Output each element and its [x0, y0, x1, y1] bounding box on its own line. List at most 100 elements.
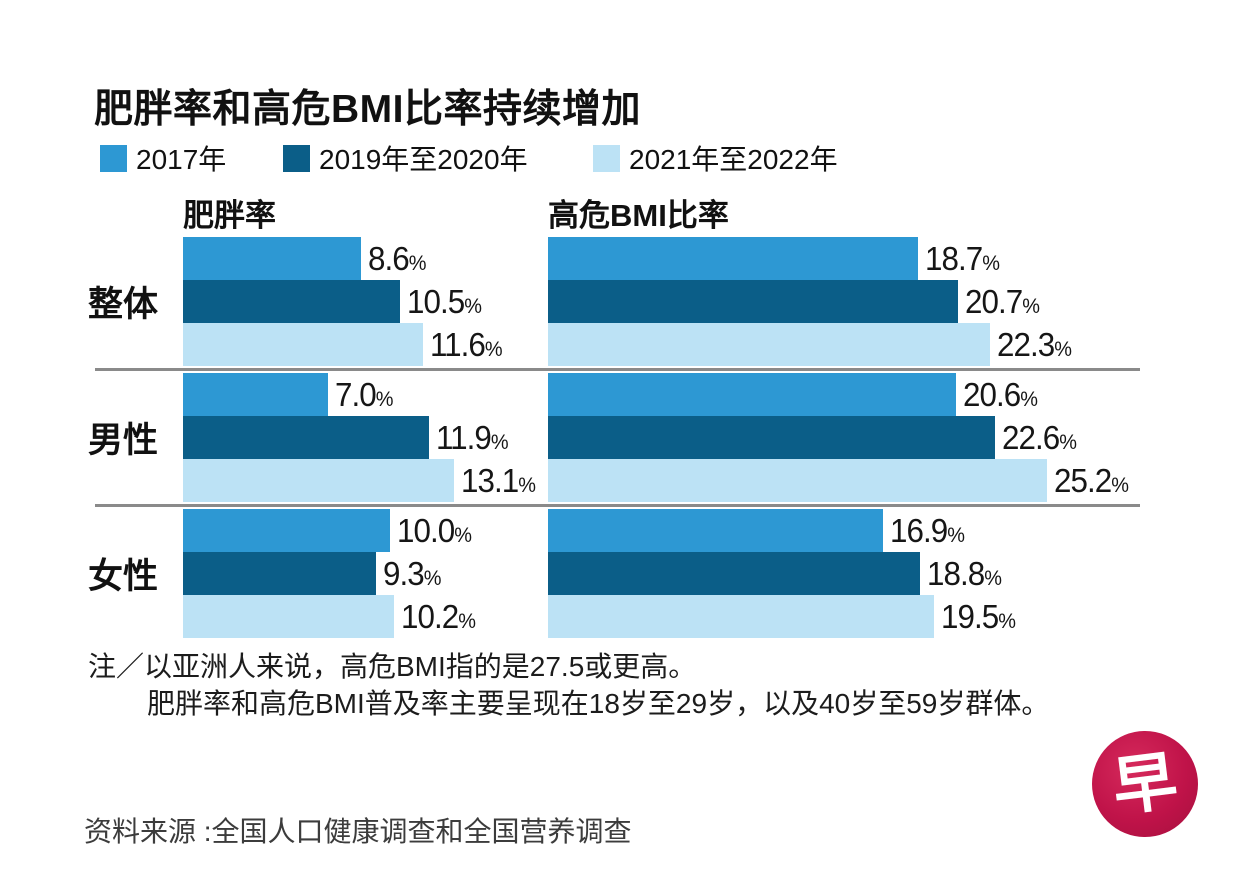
percent-sign: % [998, 609, 1016, 633]
percent-sign: % [1022, 294, 1040, 318]
row-separator [95, 368, 1140, 371]
bar-line: 10.0% [183, 509, 548, 552]
legend-swatch-2019-2020 [283, 144, 310, 172]
bar-2019年至2020年 [183, 416, 429, 459]
percent-sign: % [1111, 473, 1129, 497]
panel-left-row-3: 10.0% 9.3% 10.2% [183, 509, 548, 638]
bar-2021年至2022年 [183, 323, 423, 366]
bar-line: 22.6% [548, 416, 1163, 459]
bar-line: 22.3% [548, 323, 1163, 366]
bar-line: 13.1% [183, 459, 548, 502]
bar-line: 18.7% [548, 237, 1163, 280]
bar-line: 16.9% [548, 509, 1163, 552]
page-title: 肥胖率和高危BMI比率持续增加 [94, 88, 641, 131]
bar-value-number: 20.6 [963, 375, 1021, 413]
bar-line: 10.2% [183, 595, 548, 638]
bar-2021年至2022年 [183, 459, 454, 502]
bar-2019年至2020年 [548, 416, 995, 459]
legend-item-2017: 2017年 [100, 144, 226, 175]
bar-value-label: 10.5% [407, 283, 482, 321]
bar-value-label: 19.5% [941, 598, 1016, 636]
panel-left-row-2: 7.0% 11.9% 13.1% [183, 373, 548, 502]
legend-swatch-2017 [100, 144, 127, 172]
bar-2017年 [548, 509, 883, 552]
legend: 2017年 2019年至2020年 2021年至2022年 [0, 144, 1251, 175]
footnote-line-2: 肥胖率和高危BMI普及率主要呈现在18岁至29岁，以及40岁至59岁群体。 [147, 688, 1050, 719]
percent-sign: % [1059, 430, 1077, 454]
panel-title-obesity-rate: 肥胖率 [183, 198, 276, 233]
bar-value-number: 16.9 [890, 511, 948, 549]
bar-value-number: 19.5 [941, 597, 999, 635]
bar-value-label: 18.8% [927, 555, 1002, 593]
legend-label-2019-2020: 2019年至2020年 [319, 144, 528, 175]
chart-rows: 整体 8.6% 10.5% 11.6% 18.7% 20.7% 22.3% 男性 7.0% 11.… [88, 237, 1163, 638]
zaobao-logo-character: 早 [1108, 744, 1182, 824]
chart-row-2: 男性 7.0% 11.9% 13.1% 20.6% 22.6% 25.2% [88, 373, 1163, 502]
bar-value-number: 7.0 [335, 375, 377, 413]
bar-value-label: 18.7% [925, 240, 1000, 278]
bar-line: 9.3% [183, 552, 548, 595]
row-separator [95, 504, 1140, 507]
bar-2017年 [548, 237, 918, 280]
chart-row-1: 整体 8.6% 10.5% 11.6% 18.7% 20.7% 22.3% [88, 237, 1163, 366]
bar-value-label: 7.0% [335, 376, 393, 414]
bar-value-label: 10.0% [397, 512, 472, 550]
bar-value-label: 8.6% [368, 240, 426, 278]
panel-headers: 肥胖率 高危BMI比率 [88, 190, 1163, 237]
bar-line: 20.7% [548, 280, 1163, 323]
percent-sign: % [947, 523, 965, 547]
bar-2019年至2020年 [548, 280, 958, 323]
row-label-3: 女性 [88, 557, 159, 596]
bar-value-label: 16.9% [890, 512, 965, 550]
bar-2021年至2022年 [183, 595, 394, 638]
bar-2021年至2022年 [548, 459, 1047, 502]
source-credit: 资料来源 :全国人口健康调查和全国营养调查 [84, 816, 632, 847]
percent-sign: % [490, 430, 509, 454]
legend-item-2021-2022: 2021年至2022年 [593, 144, 838, 175]
panel-right-row-2: 20.6% 22.6% 25.2% [548, 373, 1163, 502]
bar-value-number: 10.5 [407, 282, 465, 320]
panel-right-row-1: 18.7% 20.7% 22.3% [548, 237, 1163, 366]
bar-line: 19.5% [548, 595, 1163, 638]
bar-line: 7.0% [183, 373, 548, 416]
bar-value-number: 18.7 [925, 239, 983, 277]
bar-2021年至2022年 [548, 323, 990, 366]
percent-sign: % [408, 251, 427, 275]
bar-2019年至2020年 [183, 552, 376, 595]
bar-2019年至2020年 [183, 280, 400, 323]
bar-value-number: 8.6 [368, 239, 410, 277]
bar-value-label: 9.3% [383, 555, 441, 593]
panel-title-high-risk-bmi: 高危BMI比率 [548, 198, 729, 233]
bar-value-number: 22.6 [1002, 418, 1060, 456]
bar-value-number: 18.8 [927, 554, 985, 592]
bar-line: 11.9% [183, 416, 548, 459]
bar-value-number: 25.2 [1054, 461, 1112, 499]
percent-sign: % [984, 566, 1002, 590]
bar-line: 8.6% [183, 237, 548, 280]
footnote-line-1: 注／以亚洲人来说，高危BMI指的是27.5或更高。 [88, 651, 697, 682]
bar-value-number: 10.2 [401, 597, 459, 635]
bar-line: 18.8% [548, 552, 1163, 595]
legend-swatch-2021-2022 [593, 144, 620, 172]
panel-right-row-3: 16.9% 18.8% 19.5% [548, 509, 1163, 638]
legend-label-2017: 2017年 [136, 144, 227, 175]
row-label-2: 男性 [88, 421, 159, 460]
bar-value-number: 9.3 [383, 554, 425, 592]
bar-2021年至2022年 [548, 595, 934, 638]
bar-value-label: 22.6% [1002, 419, 1077, 457]
legend-item-2019-2020: 2019年至2020年 [283, 144, 528, 175]
bar-value-number: 11.6 [430, 325, 486, 363]
bar-value-number: 10.0 [397, 511, 455, 549]
percent-sign: % [375, 387, 394, 411]
chart-row-3: 女性 10.0% 9.3% 10.2% 16.9% 18.8% 19.5% [88, 509, 1163, 638]
bar-value-number: 11.9 [436, 418, 492, 456]
bar-value-label: 20.7% [965, 283, 1040, 321]
percent-sign: % [484, 337, 503, 361]
bar-value-label: 11.6% [430, 326, 503, 364]
bar-line: 10.5% [183, 280, 548, 323]
bar-2019年至2020年 [548, 552, 920, 595]
bar-value-number: 13.1 [461, 461, 519, 499]
percent-sign: % [454, 523, 472, 547]
percent-sign: % [423, 566, 442, 590]
